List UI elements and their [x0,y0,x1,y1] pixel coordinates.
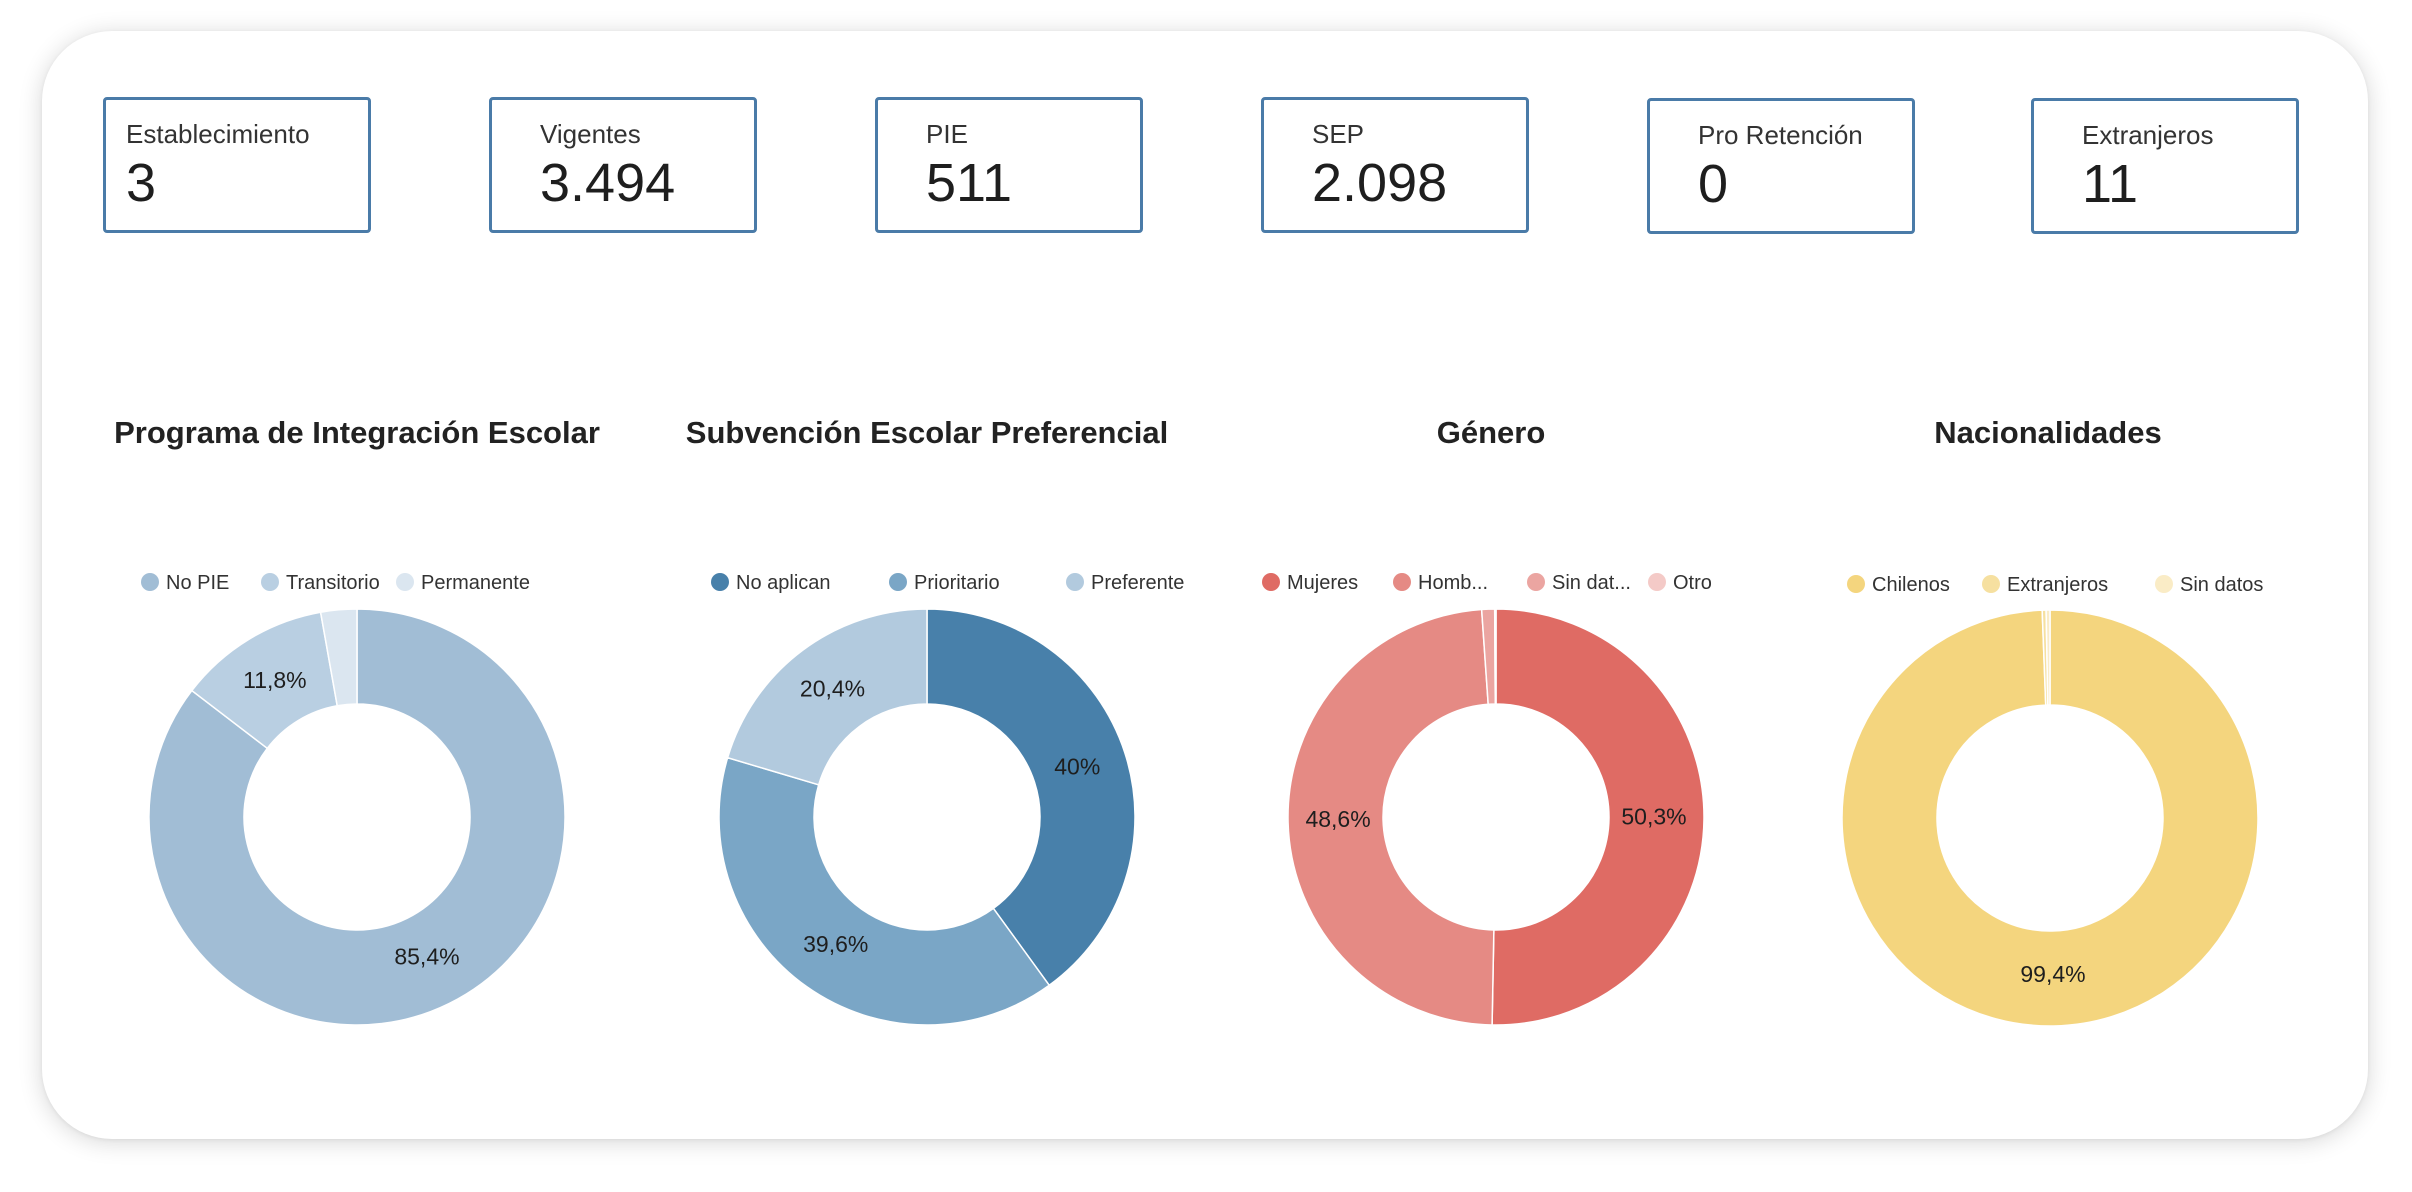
chart-title-genero: Género [1436,415,1546,450]
kpi-value: 2.098 [1312,153,1448,213]
legend-item-prioritario[interactable]: Prioritario [889,572,1000,594]
kpi-pie: PIE 511 [875,97,1143,233]
slice-prioritario[interactable] [718,756,1051,1026]
kpi-sep: SEP 2.098 [1261,97,1529,233]
legend-swatch [1982,575,2000,593]
legend-label: Transitorio [286,572,380,594]
legend-item-mujeres[interactable]: Mujeres [1262,572,1358,594]
chart-title-pie: Programa de Integración Escolar [114,415,600,450]
legend-label: Prioritario [914,572,1000,594]
legend-swatch [1648,573,1666,591]
donut-chart-programa-de-integraci-n-escolar: 85,4% No PIE 11,8% Transitorio Permanente [141,572,566,1026]
kpi-value: 511 [926,153,1013,213]
legend-swatch [1262,573,1280,591]
slice-no-aplican[interactable] [926,608,1136,987]
legend-swatch [141,573,159,591]
kpi-vigentes: Vigentes 3.494 [489,97,757,233]
slice-preferente[interactable] [726,608,928,786]
legend-label: Chilenos [1872,574,1950,596]
kpi-extranjeros: Extranjeros 11 [2031,98,2299,234]
donut-chart-subvenci-n-escolar-preferencial: 40% No aplican 39,6% Prioritario 20,4% Prefer… [711,572,1184,1026]
legend-swatch [889,573,907,591]
slice-permanente[interactable] [319,608,358,707]
chart-title-sep: Subvención Escolar Preferencial [685,415,1169,450]
slice-label-prioritario: 39,6% [803,931,868,957]
legend-label: Mujeres [1287,572,1358,594]
legend-label: Preferente [1091,572,1184,594]
slice-sin-datos[interactable] [2045,609,2051,706]
slice-label-no-pie: 85,4% [394,944,459,970]
donut-chart-nacionalidades: 99,4% Chilenos Extranjeros Sin datos [1841,574,2263,1027]
legend-label: Homb... [1418,572,1488,594]
legend-swatch [396,573,414,591]
legend-swatch [711,573,729,591]
legend-item-transitorio[interactable]: Transitorio [261,572,380,594]
slice-homb[interactable] [1287,608,1495,1026]
legend-swatch [261,573,279,591]
slice-mujeres[interactable] [1491,608,1705,1026]
legend-swatch [1847,575,1865,593]
legend-item-no-pie[interactable]: No PIE [141,572,229,594]
slice-label-homb: 48,6% [1305,806,1370,832]
legend-item-homb[interactable]: Homb... [1393,572,1488,594]
legend-item-no-aplican[interactable]: No aplican [711,572,831,594]
legend-label: Otro [1673,572,1712,594]
legend-item-chilenos[interactable]: Chilenos [1847,574,1950,596]
legend-item-preferente[interactable]: Preferente [1066,572,1184,594]
kpi-label: Extranjeros [2082,120,2214,150]
kpi-label: Establecimiento [126,119,310,149]
legend-swatch [1066,573,1084,591]
chart-title-nacionalidades: Nacionalidades [1934,415,2162,450]
legend-label: Sin dat... [1552,572,1631,594]
legend-label: Permanente [421,572,530,594]
legend-item-otro[interactable]: Otro [1648,572,1712,594]
kpi-establecimiento: Establecimiento 3 [103,97,371,233]
slice-no-pie[interactable] [148,608,566,1026]
legend-swatch [1393,573,1411,591]
kpi-label: Vigentes [540,119,641,149]
slice-otro[interactable] [1493,608,1497,705]
kpi-value: 3 [126,153,157,213]
legend-swatch [1527,573,1545,591]
legend-label: Extranjeros [2007,574,2108,596]
kpi-value: 3.494 [540,153,676,213]
kpi-label: SEP [1312,119,1365,149]
kpi-pro-retencion: Pro Retención 0 [1647,98,1915,234]
legend-label: No aplican [736,572,831,594]
kpi-label: Pro Retención [1698,120,1863,150]
kpi-value: 11 [2082,154,2139,214]
legend-item-extranjeros[interactable]: Extranjeros [1982,574,2108,596]
slice-label-preferente: 20,4% [800,675,865,701]
kpi-label: PIE [926,119,968,149]
kpi-value: 0 [1698,154,1729,214]
slice-label-no-aplican: 40% [1054,753,1100,779]
slice-label-mujeres: 50,3% [1621,804,1686,830]
legend-label: No PIE [166,572,229,594]
slice-chilenos[interactable] [1841,609,2259,1027]
donut-chart-g-nero: 50,3% Mujeres 48,6% Homb... Sin dat... Otro [1262,572,1712,1026]
slice-label-chilenos: 99,4% [2020,961,2085,987]
legend-label: Sin datos [2180,574,2263,596]
legend-swatch [2155,575,2173,593]
slice-label-transitorio: 11,8% [243,667,307,693]
legend-item-sin-dat[interactable]: Sin dat... [1527,572,1631,594]
legend-item-sin-datos[interactable]: Sin datos [2155,574,2263,596]
legend-item-permanente[interactable]: Permanente [396,572,530,594]
